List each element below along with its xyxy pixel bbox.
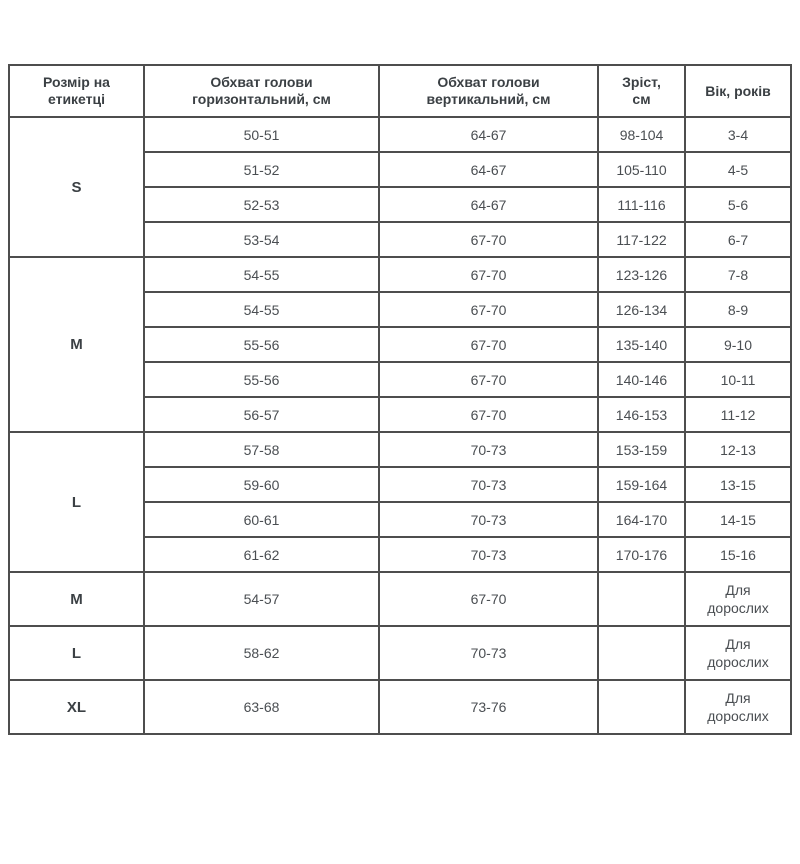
cell-height: 135-140 <box>597 326 686 363</box>
table-row: L 57-58 70-73 153-159 12-13 <box>8 431 792 573</box>
table-row: XL 63-68 73-76 Для дорослих <box>8 679 792 735</box>
cell-height: 159-164 <box>597 466 686 503</box>
table-row: L 58-62 70-73 Для дорослих <box>8 625 792 681</box>
cell-vertical: 64-67 <box>378 186 599 223</box>
cell-vertical: 70-73 <box>378 625 599 681</box>
table-row: 59-60 70-73 159-164 13-15 <box>9 466 792 503</box>
cell-horizontal: 59-60 <box>143 466 380 503</box>
cell-height: 98-104 <box>597 116 686 153</box>
size-group-label: M <box>8 571 145 627</box>
cell-horizontal: 56-57 <box>143 396 380 433</box>
cell-vertical: 67-70 <box>378 326 599 363</box>
cell-horizontal: 50-51 <box>143 116 380 153</box>
cell-horizontal: 51-52 <box>143 151 380 188</box>
cell-horizontal: 54-55 <box>143 256 380 293</box>
table-row: 55-56 67-70 140-146 10-11 <box>9 361 792 398</box>
cell-vertical: 67-70 <box>378 291 599 328</box>
cell-horizontal: 57-58 <box>143 431 380 468</box>
cell-vertical: 70-73 <box>378 536 599 573</box>
table-row: M 54-57 67-70 Для дорослих <box>8 571 792 627</box>
cell-horizontal: 52-53 <box>143 186 380 223</box>
cell-vertical: 67-70 <box>378 221 599 258</box>
cell-horizontal: 54-57 <box>143 571 380 627</box>
column-header-head-horizontal: Обхват голови горизонтальний, см <box>143 64 380 118</box>
cell-vertical: 73-76 <box>378 679 599 735</box>
cell-height: 140-146 <box>597 361 686 398</box>
table-row: 61-62 70-73 170-176 15-16 <box>9 536 792 573</box>
cell-age: 5-6 <box>684 186 792 223</box>
table-row: 56-57 67-70 146-153 11-12 <box>9 396 792 433</box>
cell-vertical: 67-70 <box>378 571 599 627</box>
size-group-label: L <box>8 431 145 573</box>
cell-height: 105-110 <box>597 151 686 188</box>
cell-age: 8-9 <box>684 291 792 328</box>
cell-age: Для дорослих <box>684 679 792 735</box>
column-header-head-vertical: Обхват голови вертикальний, см <box>378 64 599 118</box>
cell-horizontal: 53-54 <box>143 221 380 258</box>
cell-age: Для дорослих <box>684 625 792 681</box>
cell-vertical: 70-73 <box>378 431 599 468</box>
column-header-age: Вік, років <box>684 64 792 118</box>
cell-age: 10-11 <box>684 361 792 398</box>
cell-height: 164-170 <box>597 501 686 538</box>
cell-height: 111-116 <box>597 186 686 223</box>
table-row: 52-53 64-67 111-116 5-6 <box>9 186 792 223</box>
cell-height: 170-176 <box>597 536 686 573</box>
cell-height <box>597 571 686 627</box>
cell-vertical: 64-67 <box>378 116 599 153</box>
table-row: M 54-55 67-70 123-126 7-8 <box>8 256 792 433</box>
table-row: 54-55 67-70 126-134 8-9 <box>9 291 792 328</box>
cell-height: 117-122 <box>597 221 686 258</box>
cell-age: Для дорослих <box>684 571 792 627</box>
cell-age: 7-8 <box>684 256 792 293</box>
size-group-label: XL <box>8 679 145 735</box>
cell-horizontal: 60-61 <box>143 501 380 538</box>
table-row: 60-61 70-73 164-170 14-15 <box>9 501 792 538</box>
cell-height: 153-159 <box>597 431 686 468</box>
cell-height: 146-153 <box>597 396 686 433</box>
cell-age: 13-15 <box>684 466 792 503</box>
table-row: 55-56 67-70 135-140 9-10 <box>9 326 792 363</box>
cell-age: 15-16 <box>684 536 792 573</box>
cell-horizontal: 61-62 <box>143 536 380 573</box>
cell-age: 14-15 <box>684 501 792 538</box>
cell-vertical: 70-73 <box>378 466 599 503</box>
header-row: Розмір на етикетці Обхват голови горизон… <box>8 64 792 118</box>
cell-horizontal: 63-68 <box>143 679 380 735</box>
table-row: 51-52 64-67 105-110 4-5 <box>9 151 792 188</box>
cell-vertical: 67-70 <box>378 256 599 293</box>
cell-height: 126-134 <box>597 291 686 328</box>
cell-age: 3-4 <box>684 116 792 153</box>
cell-vertical: 70-73 <box>378 501 599 538</box>
cell-vertical: 67-70 <box>378 396 599 433</box>
cell-age: 9-10 <box>684 326 792 363</box>
cell-horizontal: 55-56 <box>143 361 380 398</box>
table-row: S 50-51 64-67 98-104 3-4 <box>8 116 792 258</box>
size-chart-table: Розмір на етикетці Обхват голови горизон… <box>8 64 792 735</box>
cell-age: 6-7 <box>684 221 792 258</box>
cell-age: 4-5 <box>684 151 792 188</box>
size-group-label: M <box>8 256 145 433</box>
cell-vertical: 67-70 <box>378 361 599 398</box>
cell-height: 123-126 <box>597 256 686 293</box>
cell-horizontal: 58-62 <box>143 625 380 681</box>
size-group-label: L <box>8 625 145 681</box>
table-row: 53-54 67-70 117-122 6-7 <box>9 221 792 258</box>
cell-vertical: 64-67 <box>378 151 599 188</box>
cell-horizontal: 54-55 <box>143 291 380 328</box>
column-header-size-label: Розмір на етикетці <box>8 64 145 118</box>
size-group-label: S <box>8 116 145 258</box>
cell-horizontal: 55-56 <box>143 326 380 363</box>
column-header-height: Зріст, см <box>597 64 686 118</box>
cell-age: 12-13 <box>684 431 792 468</box>
cell-height <box>597 679 686 735</box>
cell-age: 11-12 <box>684 396 792 433</box>
cell-height <box>597 625 686 681</box>
